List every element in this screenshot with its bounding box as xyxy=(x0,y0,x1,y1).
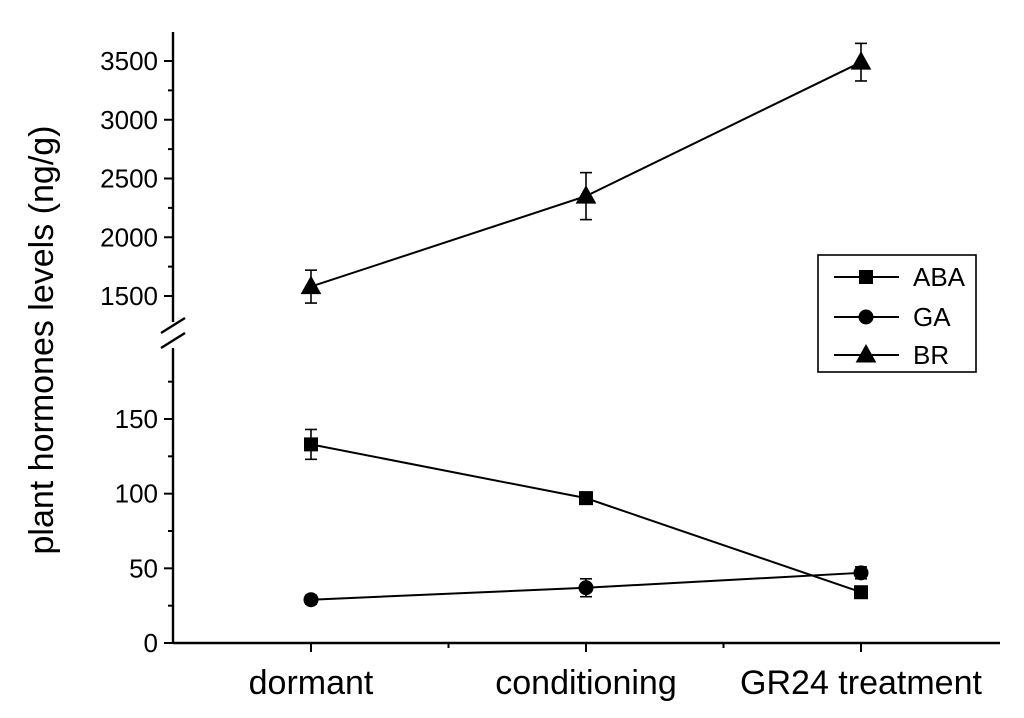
tick-labels: 0 50 100 150 1500 2000 2500 3000 3500 dormant cond… xyxy=(100,46,982,702)
y-tick-label: 50 xyxy=(129,553,158,583)
legend-box xyxy=(817,254,977,373)
aba-point xyxy=(304,437,318,452)
y-tick-label: 2500 xyxy=(100,164,158,194)
ga-point xyxy=(303,592,319,608)
br-point xyxy=(575,185,597,204)
aba-point xyxy=(854,585,868,600)
y-axis-title: plant hormones levels (ng/g) xyxy=(23,125,61,554)
series-aba xyxy=(304,428,868,600)
series-br xyxy=(300,42,872,304)
ga-point xyxy=(578,580,594,596)
y-tick-label: 3500 xyxy=(100,46,158,76)
y-tick-label: 100 xyxy=(115,479,158,509)
x-tick-label: conditioning xyxy=(495,664,676,702)
ticks xyxy=(164,60,862,652)
y-tick-label: 2000 xyxy=(100,222,158,252)
br-point xyxy=(850,51,872,70)
x-tick-label: GR24 treatment xyxy=(740,664,982,702)
legend: ABA GA BR xyxy=(817,254,977,373)
legend-label: BR xyxy=(913,340,949,370)
axis-break-mark xyxy=(160,316,186,350)
legend-item-aba: ABA xyxy=(834,262,966,292)
legend-marker xyxy=(859,270,873,284)
aba-line xyxy=(310,443,862,594)
y-tick-label: 3000 xyxy=(100,105,158,135)
y-tick-label: 1500 xyxy=(100,281,158,311)
series-layer xyxy=(300,42,872,608)
legend-item-br: BR xyxy=(834,340,949,370)
br-point xyxy=(300,275,322,295)
legend-item-ga: GA xyxy=(834,302,951,332)
ga-point xyxy=(853,565,869,581)
legend-marker xyxy=(858,309,874,325)
aba-point xyxy=(579,491,593,506)
series-ga xyxy=(303,565,869,608)
legend-marker xyxy=(855,343,877,363)
y-tick-label: 150 xyxy=(115,404,158,434)
y-tick-label: 0 xyxy=(144,628,158,658)
legend-label: ABA xyxy=(913,262,966,292)
legend-label: GA xyxy=(913,302,951,332)
x-tick-label: dormant xyxy=(249,664,374,702)
